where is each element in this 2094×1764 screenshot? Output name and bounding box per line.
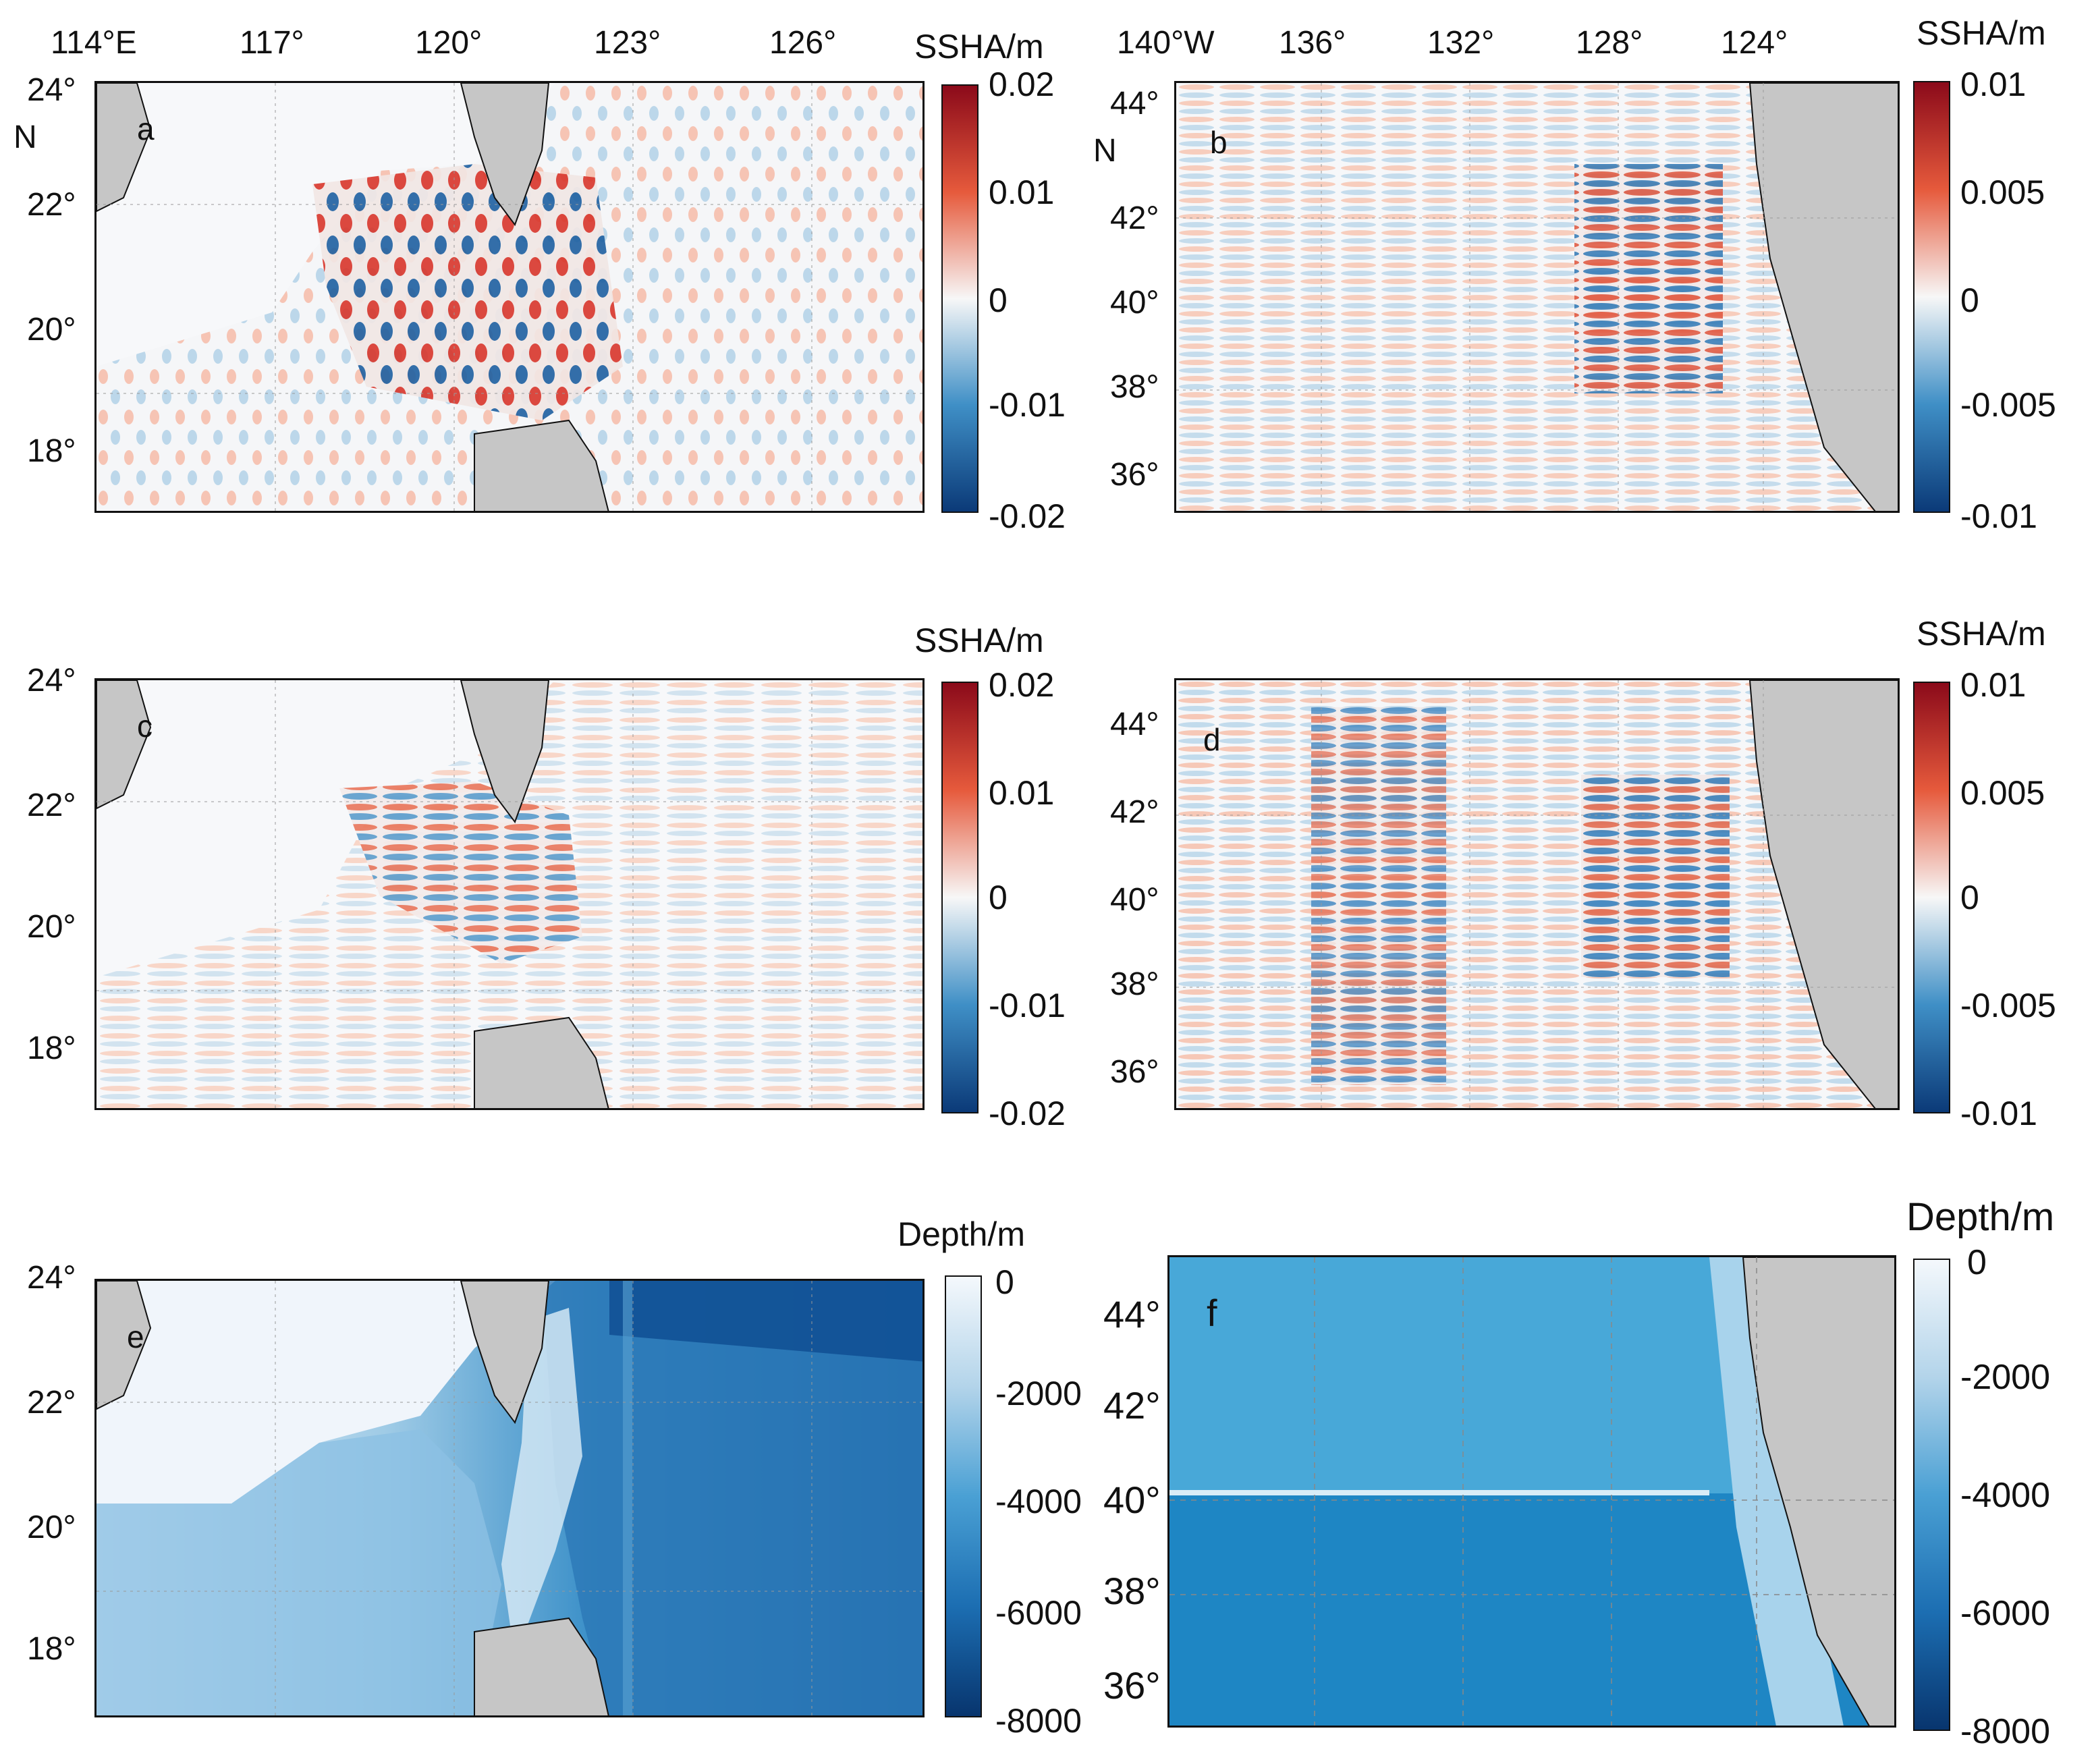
bathymetry-field-e	[97, 1281, 922, 1715]
panel-label: c	[137, 709, 153, 744]
lat-label: 44°	[1110, 707, 1159, 742]
lat-label: 40°	[1110, 285, 1159, 321]
colorbar-tick: -4000	[995, 1483, 1082, 1520]
lon-label: 128°	[1576, 25, 1643, 61]
lat-label: 42°	[1110, 794, 1159, 830]
colorbar-b	[1913, 81, 1950, 513]
colorbar-title: SSHA/m	[914, 28, 1044, 65]
colorbar-tick: 0	[1960, 281, 1979, 319]
colorbar-tick: -0.01	[989, 386, 1066, 424]
colorbar-tick: 0.005	[1960, 173, 2045, 211]
colorbar-title: SSHA/m	[1917, 14, 2046, 52]
lat-label: 38°	[1103, 1570, 1161, 1612]
north-label: N	[13, 119, 37, 155]
lat-label: 22°	[27, 187, 76, 223]
colorbar-tick: 0.02	[989, 65, 1055, 103]
colorbar-title: Depth/m	[1906, 1195, 2055, 1239]
panel-label: a	[137, 111, 155, 146]
lat-label: 38°	[1110, 369, 1159, 405]
lat-label: 36°	[1110, 1054, 1159, 1090]
lon-label: 126°	[769, 25, 837, 61]
colorbar-tick: 0.005	[1960, 774, 2045, 812]
panel-label: d	[1203, 722, 1221, 757]
colorbar-tick: 0.01	[1960, 666, 2027, 704]
panel-label: f	[1207, 1292, 1217, 1334]
colorbar-tick: -0.005	[1960, 987, 2056, 1024]
ssha-field-b	[1176, 83, 1898, 511]
colorbar-tick: -8000	[1960, 1712, 2050, 1751]
map-panel-c: c	[94, 678, 925, 1110]
lat-label: 24°	[27, 663, 76, 698]
panel-label: e	[127, 1319, 144, 1354]
map-panel-f: f	[1167, 1255, 1896, 1728]
lat-label: 20°	[27, 312, 76, 348]
lat-label: 44°	[1110, 86, 1159, 121]
colorbar-tick: -0.02	[989, 497, 1066, 535]
bathymetry-field-f	[1169, 1257, 1894, 1726]
lon-label: 132°	[1427, 25, 1495, 61]
colorbar-tick: -0.005	[1960, 386, 2056, 424]
lon-label: 120°	[415, 25, 483, 61]
colorbar-tick: -4000	[1960, 1476, 2050, 1515]
north-label: N	[1093, 133, 1117, 169]
colorbar-c	[941, 682, 979, 1113]
lat-label: 24°	[27, 1260, 76, 1296]
colorbar-tick: 0	[995, 1263, 1014, 1301]
colorbar-tick: -0.02	[989, 1095, 1066, 1132]
colorbar-d	[1913, 682, 1950, 1113]
lat-label: 18°	[27, 1631, 76, 1667]
colorbar-tick: -2000	[995, 1375, 1082, 1412]
map-panel-b: b	[1174, 81, 1900, 513]
colorbar-tick: -2000	[1960, 1358, 2050, 1397]
lon-label: 124°	[1721, 25, 1788, 61]
lon-label: 123°	[594, 25, 661, 61]
colorbar-title: SSHA/m	[914, 622, 1044, 659]
lat-label: 44°	[1103, 1293, 1161, 1335]
colorbar-tick: 0	[1960, 879, 1979, 916]
colorbar-title: Depth/m	[898, 1215, 1025, 1253]
colorbar-tick: 0	[1967, 1243, 1987, 1282]
colorbar-tick: -8000	[995, 1702, 1082, 1740]
colorbar-tick: 0	[989, 879, 1008, 916]
colorbar-title: SSHA/m	[1917, 615, 2046, 653]
ssha-field-d	[1176, 680, 1898, 1108]
lat-label: 22°	[27, 1385, 76, 1421]
map-panel-d: d	[1174, 678, 1900, 1110]
lat-label: 18°	[27, 433, 76, 469]
colorbar-tick: -0.01	[1960, 1095, 2037, 1132]
ssha-field-a	[97, 83, 922, 511]
colorbar-e	[945, 1275, 982, 1717]
lat-label: 40°	[1103, 1479, 1161, 1521]
lon-label: 140°W	[1117, 25, 1215, 61]
colorbar-tick: 0.01	[1960, 65, 2027, 103]
colorbar-tick: 0.01	[989, 173, 1055, 211]
colorbar-tick: -6000	[995, 1594, 1082, 1632]
colorbar-tick: 0	[989, 281, 1008, 319]
lat-label: 42°	[1110, 200, 1159, 236]
lon-label: 114°E	[51, 25, 137, 61]
colorbar-tick: 0.01	[989, 774, 1055, 812]
colorbar-tick: -0.01	[1960, 497, 2037, 535]
lat-label: 42°	[1103, 1384, 1161, 1427]
lat-label: 20°	[27, 909, 76, 945]
lon-label: 136°	[1279, 25, 1346, 61]
panel-label: b	[1210, 125, 1228, 160]
ssha-field-c	[97, 680, 922, 1108]
lat-label: 20°	[27, 1510, 76, 1545]
map-panel-a: a	[94, 81, 925, 513]
colorbar-tick: -6000	[1960, 1594, 2050, 1633]
map-panel-e: e	[94, 1279, 925, 1717]
colorbar-tick: -0.01	[989, 987, 1066, 1024]
lon-label: 117°	[240, 25, 304, 61]
lat-label: 36°	[1103, 1664, 1161, 1707]
lat-label: 38°	[1110, 966, 1159, 1002]
lat-label: 22°	[27, 788, 76, 823]
lat-label: 36°	[1110, 457, 1159, 493]
colorbar-tick: 0.02	[989, 666, 1055, 704]
colorbar-a	[941, 84, 979, 513]
lat-label: 18°	[27, 1030, 76, 1066]
colorbar-f	[1913, 1259, 1950, 1731]
lat-label: 24°	[27, 72, 76, 108]
lat-label: 40°	[1110, 882, 1159, 918]
